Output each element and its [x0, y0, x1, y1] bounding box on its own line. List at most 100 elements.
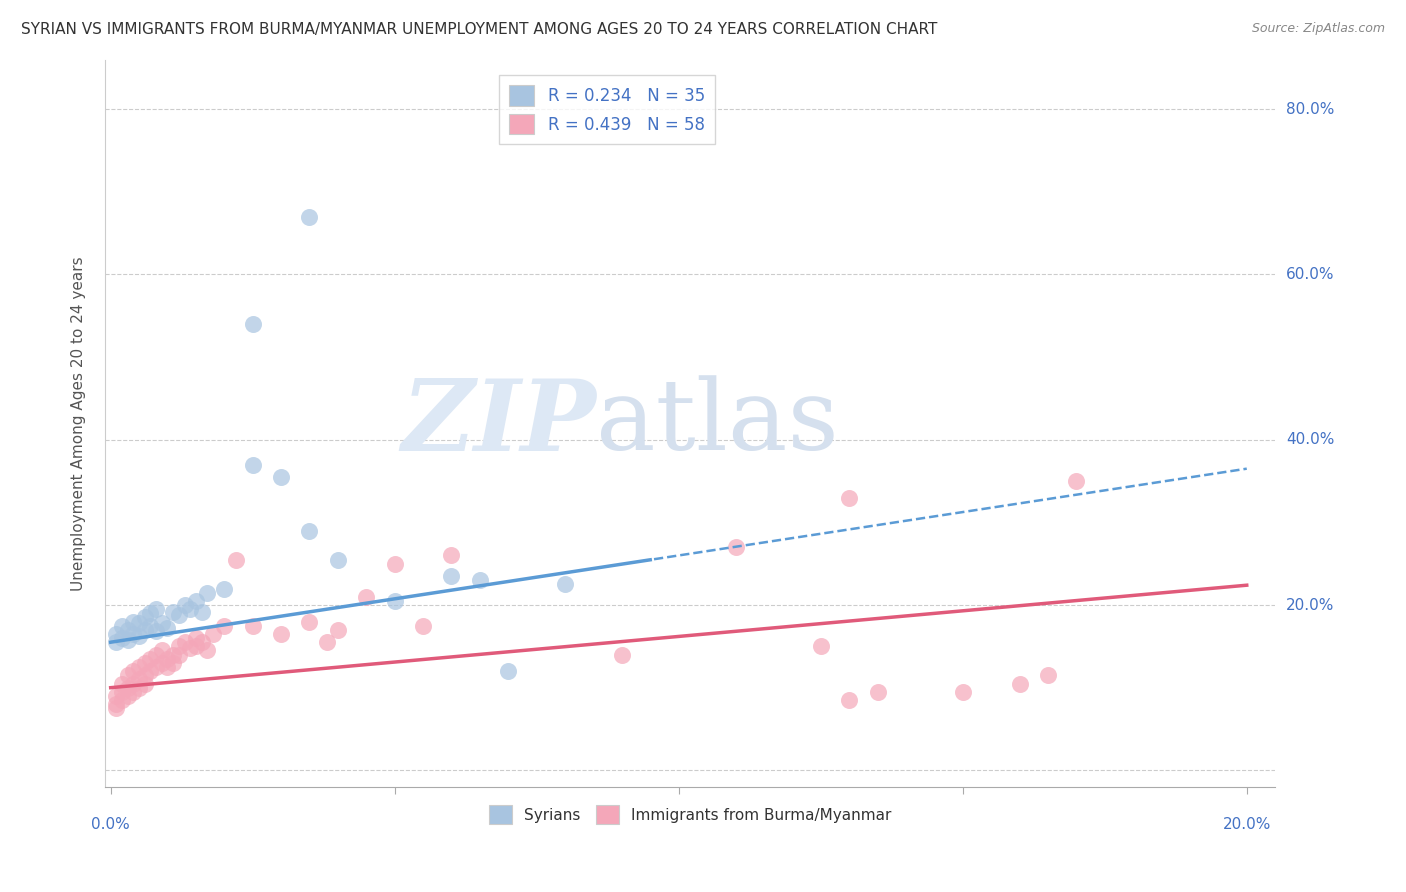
Point: [195, 643, 218, 657]
Point: [139, 664, 162, 678]
Point: [214, 618, 236, 632]
Point: [145, 602, 167, 616]
Text: atlas: atlas: [596, 376, 839, 471]
Point: [150, 656, 173, 670]
Point: [184, 594, 207, 608]
Point: [117, 681, 139, 695]
Point: [111, 685, 134, 699]
Point: [145, 660, 167, 674]
Point: [128, 616, 150, 631]
Point: [162, 605, 184, 619]
Text: 0.0%: 0.0%: [91, 817, 129, 832]
Point: [326, 623, 349, 637]
Point: [167, 607, 190, 622]
Point: [139, 652, 162, 666]
Point: [242, 458, 264, 472]
Point: [1066, 474, 1088, 488]
Text: SYRIAN VS IMMIGRANTS FROM BURMA/MYANMAR UNEMPLOYMENT AMONG AGES 20 TO 24 YEARS C: SYRIAN VS IMMIGRANTS FROM BURMA/MYANMAR …: [21, 22, 938, 37]
Point: [122, 685, 145, 699]
Y-axis label: Unemployment Among Ages 20 to 24 years: Unemployment Among Ages 20 to 24 years: [72, 256, 86, 591]
Point: [139, 618, 162, 632]
Point: [1008, 676, 1031, 690]
Point: [1036, 668, 1059, 682]
Point: [122, 676, 145, 690]
Point: [134, 656, 156, 670]
Point: [150, 643, 173, 657]
Text: 60.0%: 60.0%: [1286, 267, 1334, 282]
Point: [105, 635, 128, 649]
Point: [145, 648, 167, 662]
Point: [190, 605, 212, 619]
Point: [122, 615, 145, 629]
Point: [298, 210, 321, 224]
Text: Source: ZipAtlas.com: Source: ZipAtlas.com: [1251, 22, 1385, 36]
Point: [440, 569, 463, 583]
Point: [173, 635, 195, 649]
Point: [122, 664, 145, 678]
Text: ZIP: ZIP: [402, 375, 596, 472]
Point: [117, 623, 139, 637]
Text: 80.0%: 80.0%: [1286, 102, 1334, 117]
Point: [134, 668, 156, 682]
Point: [122, 627, 145, 641]
Point: [128, 673, 150, 687]
Point: [134, 623, 156, 637]
Point: [150, 616, 173, 631]
Point: [412, 618, 434, 632]
Point: [554, 577, 576, 591]
Point: [838, 693, 860, 707]
Point: [326, 552, 349, 566]
Point: [468, 573, 491, 587]
Point: [111, 676, 134, 690]
Point: [156, 660, 179, 674]
Point: [145, 624, 167, 639]
Point: [134, 676, 156, 690]
Point: [173, 598, 195, 612]
Point: [952, 685, 974, 699]
Point: [156, 621, 179, 635]
Legend: Syrians, Immigrants from Burma/Myanmar: Syrians, Immigrants from Burma/Myanmar: [482, 799, 897, 830]
Point: [724, 540, 747, 554]
Point: [105, 701, 128, 715]
Point: [195, 585, 218, 599]
Point: [105, 689, 128, 703]
Point: [162, 648, 184, 662]
Point: [117, 632, 139, 647]
Point: [111, 631, 134, 645]
Point: [179, 640, 201, 655]
Point: [242, 317, 264, 331]
Point: [498, 664, 520, 678]
Point: [111, 618, 134, 632]
Point: [105, 697, 128, 711]
Point: [167, 640, 190, 654]
Point: [384, 594, 406, 608]
Point: [117, 668, 139, 682]
Point: [167, 648, 190, 662]
Point: [184, 631, 207, 645]
Point: [128, 681, 150, 695]
Point: [139, 607, 162, 621]
Point: [184, 640, 207, 654]
Point: [242, 618, 264, 632]
Point: [838, 491, 860, 505]
Point: [298, 615, 321, 629]
Point: [440, 549, 463, 563]
Text: 20.0%: 20.0%: [1286, 598, 1334, 613]
Point: [190, 635, 212, 649]
Text: 40.0%: 40.0%: [1286, 433, 1334, 447]
Point: [356, 590, 378, 604]
Point: [128, 629, 150, 643]
Text: 20.0%: 20.0%: [1223, 817, 1271, 832]
Point: [214, 582, 236, 596]
Point: [810, 640, 832, 654]
Point: [610, 648, 633, 662]
Point: [128, 660, 150, 674]
Point: [179, 602, 201, 616]
Point: [315, 635, 337, 649]
Point: [298, 524, 321, 538]
Point: [225, 552, 247, 566]
Point: [162, 656, 184, 670]
Point: [201, 627, 224, 641]
Point: [134, 610, 156, 624]
Point: [866, 685, 889, 699]
